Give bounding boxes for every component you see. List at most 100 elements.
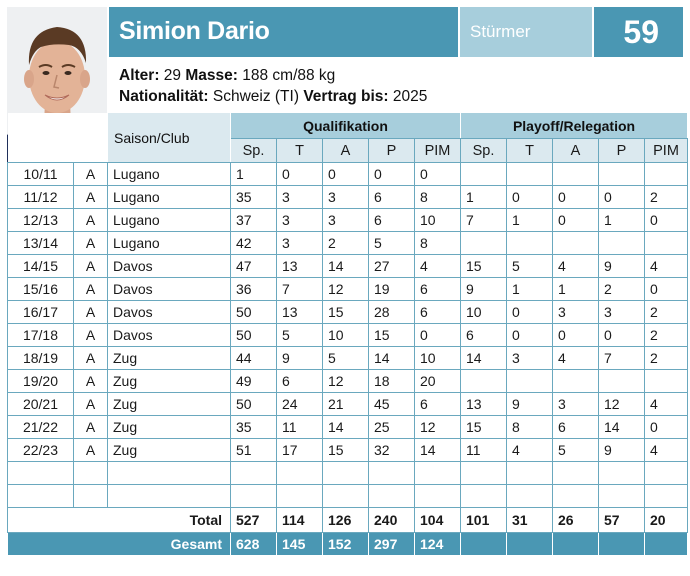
- qual-stat-cell: 13: [276, 300, 323, 324]
- gesamt-empty-cell: [598, 532, 646, 556]
- playoff-stat-cell: 2: [644, 323, 689, 347]
- club-cell: [107, 461, 231, 485]
- qual-stat-cell: 50: [230, 323, 277, 347]
- club-cell: Lugano: [107, 185, 231, 209]
- table-row: 20/21 A Zug 50 24 21 45 6 13 9 3 12 4: [7, 392, 689, 416]
- table-row: [7, 484, 689, 508]
- table-row: 10/11 A Lugano 1 0 0 0 0: [7, 162, 689, 186]
- club-cell: Lugano: [107, 208, 231, 232]
- playoff-stat-cell: [506, 461, 554, 485]
- playoff-col-header: PIM: [644, 138, 689, 163]
- league-cell: A: [73, 346, 108, 370]
- season-cell: 16/17: [7, 300, 74, 324]
- qual-stat-cell: 5: [322, 346, 369, 370]
- qual-stat-cell: 15: [322, 438, 369, 462]
- mass-label: Masse:: [185, 67, 238, 84]
- qual-stat-cell: 13: [276, 254, 323, 278]
- qual-stat-cell: [230, 484, 277, 508]
- qual-stat-cell: 14: [322, 254, 369, 278]
- qual-stat-cell: 3: [322, 185, 369, 209]
- playoff-stat-cell: [460, 162, 508, 186]
- qual-stat-cell: 17: [276, 438, 323, 462]
- qual-stat-cell: 0: [276, 162, 323, 186]
- club-cell: Zug: [107, 438, 231, 462]
- playoff-stat-cell: [644, 162, 689, 186]
- total-qual-cell: 114: [276, 507, 323, 533]
- qual-stat-cell: 6: [413, 392, 462, 416]
- qual-col-header: P: [368, 138, 415, 163]
- qual-stat-cell: 35: [230, 415, 277, 439]
- gesamt-cell: 152: [322, 532, 369, 556]
- league-cell: A: [73, 438, 108, 462]
- league-cell: A: [73, 254, 108, 278]
- playoff-stat-cell: 13: [460, 392, 508, 416]
- season-cell: 11/12: [7, 185, 74, 209]
- qual-stat-cell: 6: [368, 208, 415, 232]
- qual-stat-cell: 32: [368, 438, 415, 462]
- qual-col-header: PIM: [413, 138, 462, 163]
- table-row: 12/13 A Lugano 37 3 3 6 10 7 1 0 1 0: [7, 208, 689, 232]
- qual-stat-cell: [230, 461, 277, 485]
- total-playoff-cell: 31: [506, 507, 554, 533]
- league-cell: A: [73, 277, 108, 301]
- qual-stat-cell: 0: [413, 162, 462, 186]
- season-cell: 18/19: [7, 346, 74, 370]
- qual-stat-cell: 15: [368, 323, 415, 347]
- season-cell: 10/11: [7, 162, 74, 186]
- playoff-stat-cell: 5: [552, 438, 600, 462]
- qual-stat-cell: 12: [322, 277, 369, 301]
- club-cell: Davos: [107, 323, 231, 347]
- age-value: 29: [163, 67, 182, 84]
- playoff-col-header: A: [552, 138, 600, 163]
- playoff-stat-cell: [598, 369, 646, 393]
- league-cell: A: [73, 323, 108, 347]
- playoff-stat-cell: 1: [506, 277, 554, 301]
- total-playoff-cell: 57: [598, 507, 646, 533]
- playoff-stat-cell: 0: [552, 185, 600, 209]
- qual-stat-cell: 8: [413, 185, 462, 209]
- league-cell: A: [73, 369, 108, 393]
- playoff-stat-cell: [644, 369, 689, 393]
- season-cell: [7, 461, 74, 485]
- playoff-stat-cell: 4: [552, 254, 600, 278]
- qual-stat-cell: 51: [230, 438, 277, 462]
- qual-stat-cell: 25: [368, 415, 415, 439]
- playoff-stat-cell: 9: [598, 438, 646, 462]
- playoff-stat-cell: 4: [644, 438, 689, 462]
- qual-stat-cell: 50: [230, 300, 277, 324]
- playoff-stat-cell: 10: [460, 300, 508, 324]
- qual-stat-cell: 6: [413, 300, 462, 324]
- total-qual-cell: 527: [230, 507, 277, 533]
- league-cell: [73, 461, 108, 485]
- qual-stat-cell: 45: [368, 392, 415, 416]
- qual-stat-cell: [368, 484, 415, 508]
- stats-table: Saison/Club Qualifikation Playoff/Relega…: [7, 112, 689, 556]
- playoff-stat-cell: 3: [598, 300, 646, 324]
- group-header-row: Saison/Club Qualifikation Playoff/Relega…: [7, 112, 689, 163]
- qual-stat-cell: 6: [368, 185, 415, 209]
- mass-value: 188 cm/88 kg: [242, 67, 336, 84]
- table-row: 13/14 A Lugano 42 3 2 5 8: [7, 231, 689, 255]
- playoff-stat-cell: 15: [460, 254, 508, 278]
- club-cell: Zug: [107, 415, 231, 439]
- qual-stat-cell: 3: [276, 231, 323, 255]
- qual-stat-cell: 35: [230, 185, 277, 209]
- qual-stat-cell: 50: [230, 392, 277, 416]
- playoff-stat-cell: 1: [552, 277, 600, 301]
- playoff-stat-cell: 12: [598, 392, 646, 416]
- league-cell: [73, 484, 108, 508]
- gesamt-empty-cell: [506, 532, 554, 556]
- qual-stat-cell: 10: [413, 208, 462, 232]
- qual-stat-cell: 0: [413, 323, 462, 347]
- playoff-stat-cell: [644, 231, 689, 255]
- qual-col-header: A: [322, 138, 369, 163]
- qual-stat-cell: 24: [276, 392, 323, 416]
- playoff-stat-cell: [552, 231, 600, 255]
- info-line-2: Nationalität: Schweiz (TI) Vertrag bis: …: [119, 86, 427, 107]
- qual-col-header: Sp.: [230, 138, 277, 163]
- qual-stat-cell: 3: [322, 208, 369, 232]
- playoff-stat-cell: 4: [644, 392, 689, 416]
- playoff-stat-cell: 0: [598, 185, 646, 209]
- playoff-stat-cell: 0: [644, 415, 689, 439]
- playoff-stat-cell: 1: [460, 185, 508, 209]
